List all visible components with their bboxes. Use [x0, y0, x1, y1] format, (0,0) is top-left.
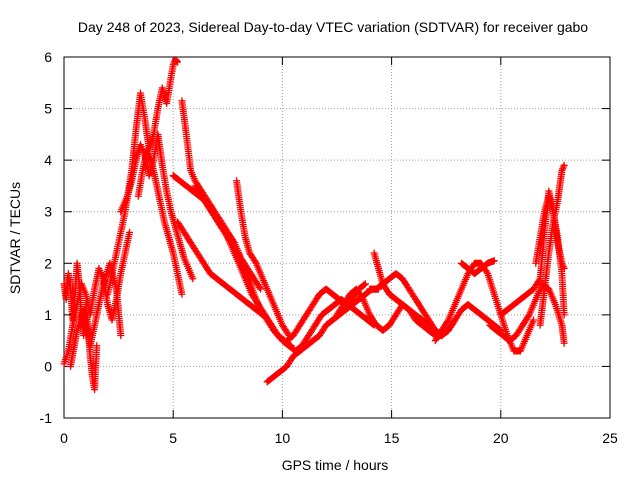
series-arc-18: [431, 259, 538, 355]
y-tick-label: -1: [40, 410, 53, 426]
data-point: [361, 280, 369, 288]
y-tick-label: 3: [44, 204, 52, 220]
y-tick-label: 5: [44, 101, 52, 117]
x-tick-labels: 0 5 10 15 20 25: [60, 57, 618, 446]
data-point: [483, 268, 491, 276]
series-arc-22: [536, 161, 568, 329]
x-tick-label: 5: [169, 430, 177, 446]
data-point: [559, 165, 567, 173]
data-point: [259, 311, 267, 319]
series-arc-17: [370, 249, 439, 334]
data-point: [189, 275, 197, 283]
data-point: [117, 331, 125, 339]
data-point: [530, 316, 538, 324]
data-point: [560, 311, 568, 319]
series-arc-19: [457, 257, 498, 278]
series-arc-5: [117, 130, 197, 283]
y-axis-title: SDTVAR / TECUs: [7, 182, 23, 294]
x-tick-label: 0: [60, 430, 68, 446]
series-arc-6: [134, 146, 186, 298]
x-tick-label: 10: [275, 430, 291, 446]
series-arc-13: [283, 280, 369, 345]
data-point: [559, 163, 567, 171]
data-point: [560, 339, 568, 347]
data-point: [174, 58, 182, 66]
data-point: [360, 281, 368, 289]
y-tick-label: 4: [44, 152, 52, 168]
y-tick-label: 2: [44, 255, 52, 271]
data-point: [257, 285, 265, 293]
data-point: [173, 57, 181, 65]
data-point: [431, 326, 439, 334]
x-tick-label: 20: [493, 430, 509, 446]
series-arc-15: [333, 285, 459, 339]
x-axis-title: GPS time / hours: [282, 457, 389, 473]
y-tick-label: 1: [44, 307, 52, 323]
data-point: [178, 290, 186, 298]
data-point: [490, 257, 498, 265]
data-points: [60, 56, 568, 394]
series-arc-23: [532, 192, 568, 319]
series-arc-10: [191, 182, 265, 293]
series-arc-20: [486, 280, 568, 347]
y-tick-labels: -1 0 1 2 3 4 5 6: [40, 49, 610, 426]
series-arc-3: [67, 259, 125, 370]
series-arc-11: [233, 177, 293, 339]
data-point: [430, 326, 438, 334]
chart-title: Day 248 of 2023, Sidereal Day-to-day VTE…: [78, 19, 588, 35]
x-tick-label: 15: [384, 430, 400, 446]
data-point: [560, 161, 568, 169]
data-point: [256, 284, 264, 292]
data-point: [258, 310, 266, 318]
gridlines: [64, 57, 610, 418]
y-tick-label: 0: [44, 358, 52, 374]
series-arc-4: [104, 56, 182, 298]
data-point: [93, 342, 101, 350]
plot-frame: [63, 56, 611, 419]
data-point: [535, 276, 543, 284]
series-arc-9: [174, 218, 267, 319]
x-tick-label: 25: [602, 430, 618, 446]
y-tick-label: 6: [44, 49, 52, 65]
data-point: [126, 228, 134, 236]
